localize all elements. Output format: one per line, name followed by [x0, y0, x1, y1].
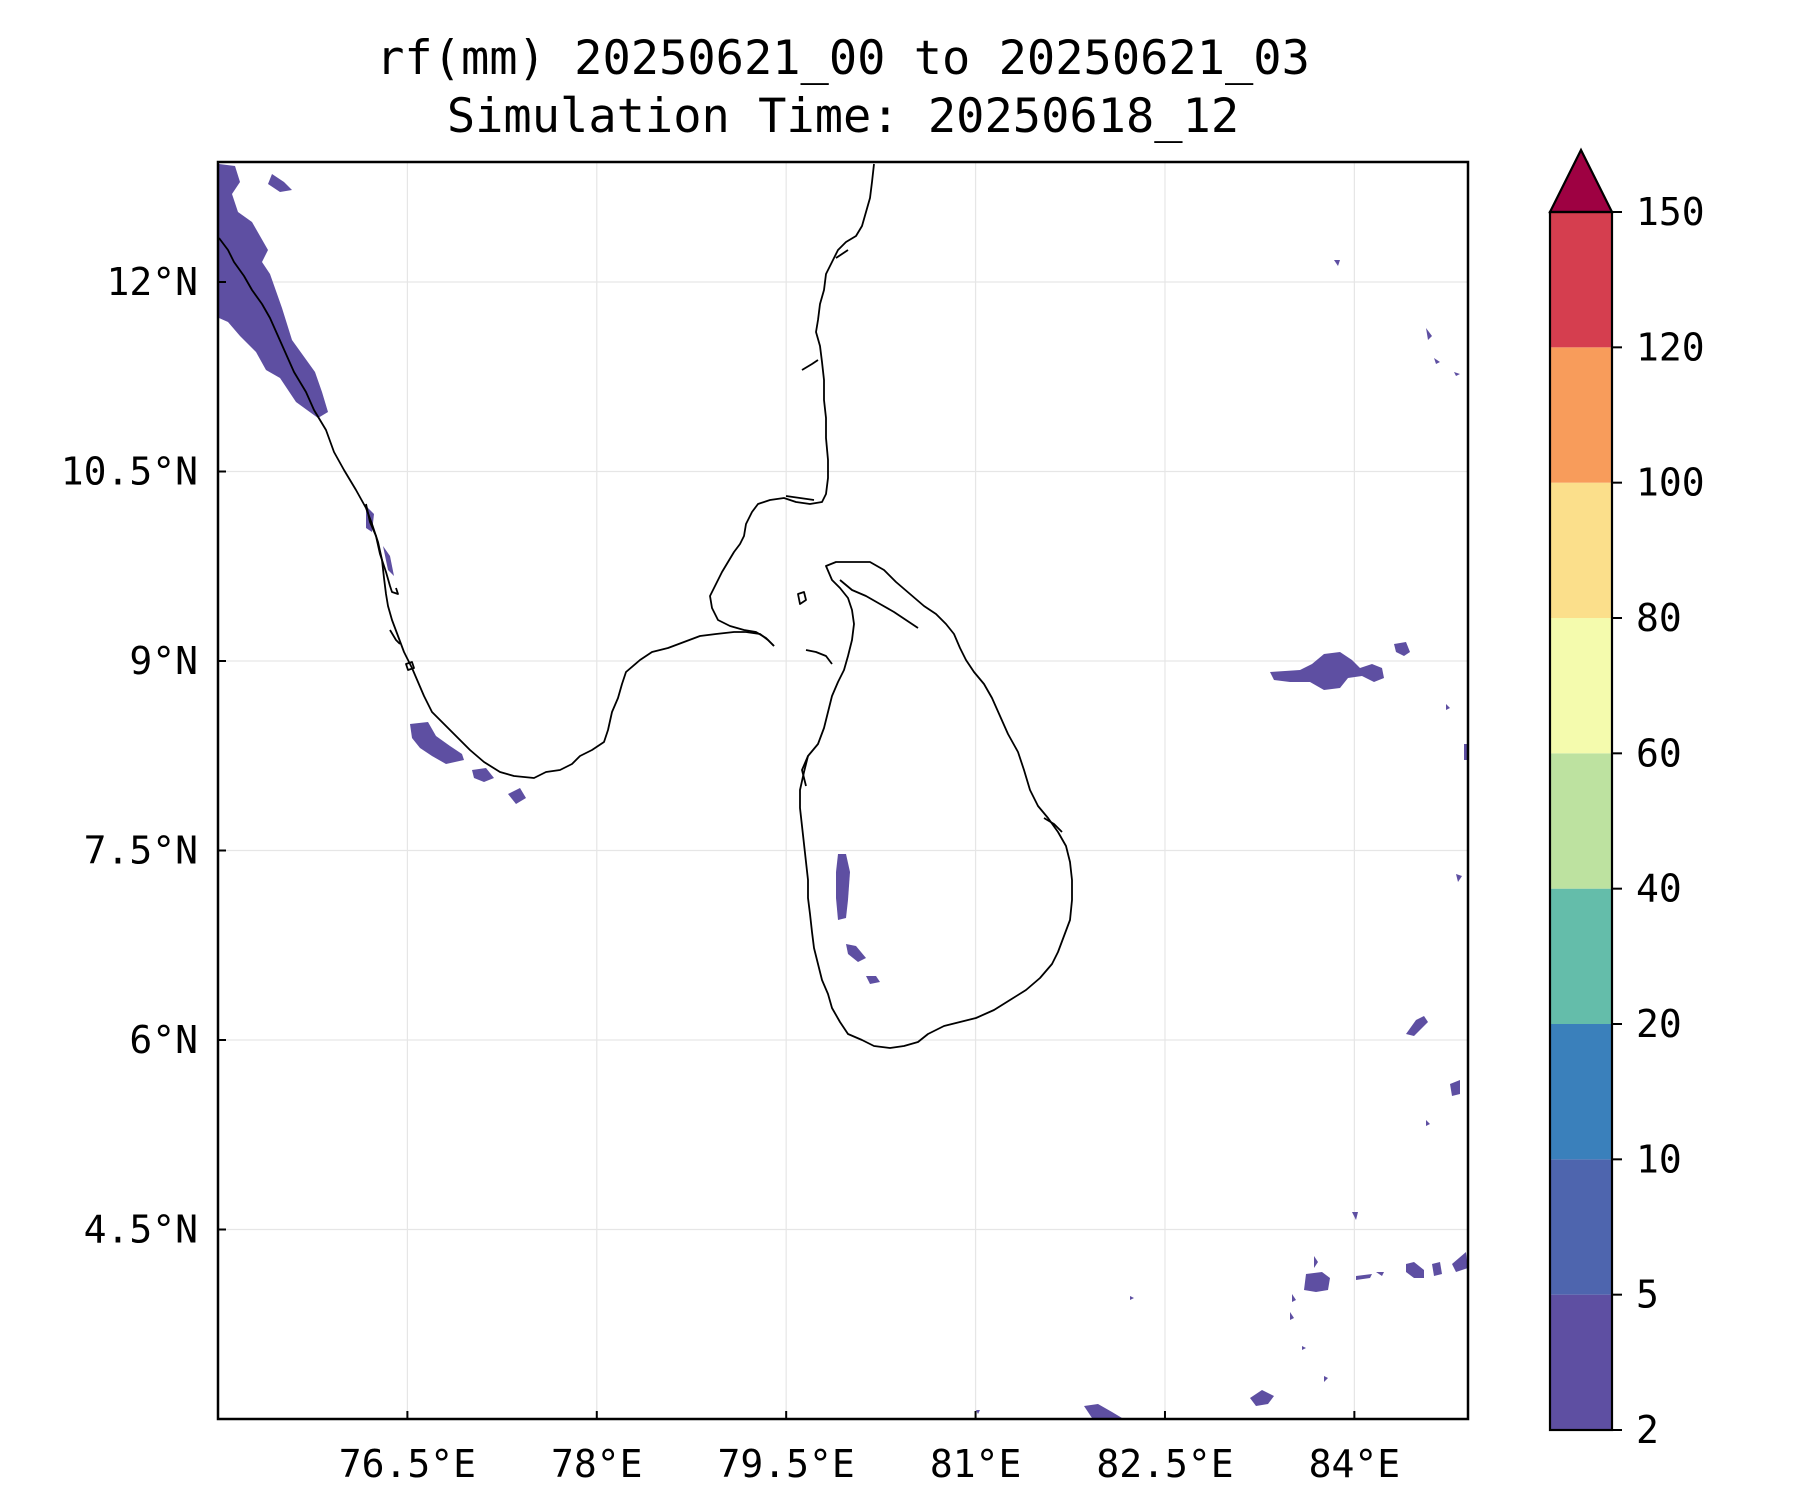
y-tick-label: 12°N: [106, 260, 198, 304]
colorbar-tick-label: 100: [1636, 461, 1705, 505]
india-coastline: [218, 237, 775, 779]
srilanka-jaffna-lagoon: [839, 579, 919, 629]
x-tick-label: 79.5°E: [718, 1442, 855, 1486]
rain-patch-bottom: [1084, 1404, 1122, 1418]
rain-dot-1: [1334, 260, 1340, 266]
colorbar-segment: [1550, 347, 1612, 483]
rain-patch-se-6: [1452, 1252, 1468, 1272]
colorbar-tick-label: 10: [1636, 1137, 1682, 1181]
x-axis: 76.5°E 78°E 79.5°E 81°E 82.5°E 84°E: [339, 1411, 1400, 1486]
colorbar-segment: [1550, 212, 1612, 348]
colorbar-tick-label: 2: [1636, 1408, 1659, 1452]
colorbar-tick-label: 40: [1636, 867, 1682, 911]
india-island-1: [405, 661, 415, 671]
x-tick-label: 76.5°E: [339, 1442, 476, 1486]
srilanka-mannar: [805, 649, 833, 665]
y-axis: 12°N 10.5°N 9°N 7.5°N 6°N 4.5°N: [61, 260, 226, 1252]
colorbar-segment: [1550, 1024, 1612, 1160]
x-tick-label: 84°E: [1309, 1442, 1401, 1486]
colorbar-frame: [1548, 210, 1614, 1432]
colorbar-extend-max: [1548, 147, 1614, 214]
map-plot-area: [216, 160, 1470, 1421]
rain-patch-tip-3: [508, 788, 526, 804]
rain-patch-se-4: [1406, 1262, 1424, 1278]
rain-dot-15: [1130, 1296, 1134, 1300]
india-inlet-2: [801, 359, 819, 371]
rain-dot-3: [1434, 358, 1440, 364]
rain-patch-se-7: [1250, 1390, 1274, 1406]
rain-patch-srilanka-1: [836, 854, 850, 920]
rain-dot-14: [1376, 1272, 1384, 1276]
y-tick-label: 9°N: [129, 639, 198, 683]
srilanka-east-inlet: [1043, 817, 1063, 833]
rain-dot-18: [976, 1410, 980, 1414]
colorbar-tick-label: 120: [1636, 325, 1705, 369]
rain-patch-small-west-1: [268, 174, 292, 192]
rain-dot-12: [1290, 1312, 1294, 1320]
rain-dot-5: [1446, 704, 1450, 710]
srilanka-island-1: [797, 591, 807, 605]
rain-patch-west-coast: [219, 164, 328, 418]
srilanka-puttalam: [801, 755, 809, 787]
rain-dot-13: [1356, 1274, 1372, 1280]
map-background: [218, 162, 1468, 1419]
gridlines: [218, 162, 1468, 1419]
rain-patch-small-west-3: [383, 546, 394, 576]
rain-dot-8: [1426, 1120, 1430, 1126]
rain-patch-srilanka-3: [866, 976, 880, 984]
colorbar-segment: [1550, 1294, 1612, 1430]
rain-dot-11: [1292, 1294, 1296, 1302]
y-tick-label: 6°N: [129, 1018, 198, 1062]
y-tick-label: 10.5°N: [61, 450, 198, 494]
india-backwater-2: [389, 629, 401, 645]
india-inlet-3: [835, 249, 849, 259]
india-east-coastline: [709, 163, 875, 647]
india-inlet-1: [785, 495, 815, 501]
rain-patch-tip-1: [410, 722, 464, 764]
rain-dot-9: [1352, 1212, 1358, 1220]
rain-dot-16: [1302, 1346, 1306, 1350]
rain-dot-17: [1324, 1376, 1328, 1382]
x-tick-label: 81°E: [930, 1442, 1022, 1486]
y-tick-label: 4.5°N: [84, 1208, 198, 1252]
rain-patch-se-3: [1304, 1272, 1330, 1292]
colorbar-tick-label: 80: [1636, 596, 1682, 640]
x-tick-label: 78°E: [551, 1442, 643, 1486]
rain-patch-se-5: [1432, 1262, 1442, 1276]
y-tick-label: 7.5°N: [84, 829, 198, 873]
colorbar-tick-label: 60: [1636, 731, 1682, 775]
colorbar-segment: [1550, 753, 1612, 889]
colorbar-segment: [1550, 482, 1612, 618]
title-line-2: Simulation Time: 20250618_12: [446, 89, 1240, 144]
title-line-1: rf(mm) 20250621_00 to 20250621_03: [376, 31, 1310, 86]
rainfall-contours: [219, 164, 1468, 1418]
india-backwater-1: [365, 503, 399, 595]
rain-patch-east-9n-b: [1394, 642, 1410, 656]
colorbar-tick-label: 5: [1636, 1273, 1659, 1317]
rain-patch-east-9n: [1270, 652, 1384, 690]
rain-patch-se-1: [1406, 1016, 1428, 1036]
colorbar-tick-label: 150: [1636, 190, 1705, 234]
rain-dot-10: [1314, 1256, 1318, 1268]
coastlines: [218, 163, 1073, 1049]
colorbar-segment: [1550, 1159, 1612, 1295]
srilanka-coastline: [799, 561, 1073, 1049]
rain-dot-7: [1456, 874, 1462, 882]
rain-patch-se-2: [1450, 1080, 1460, 1096]
rain-patch-srilanka-2: [846, 944, 866, 962]
colorbar-segment: [1550, 618, 1612, 754]
x-tick-label: 82.5°E: [1096, 1442, 1233, 1486]
map-title: rf(mm) 20250621_00 to 20250621_03 Simula…: [218, 30, 1468, 146]
colorbar-tick-label: 20: [1636, 1002, 1682, 1046]
rain-dot-2: [1426, 328, 1432, 340]
colorbar-segment: [1550, 888, 1612, 1024]
map-frame: [216, 160, 1470, 1421]
rain-dot-4: [1454, 372, 1460, 376]
colorbar: 2 5 10 20 40 60 80 100 120 150: [1548, 147, 1705, 1452]
rain-patch-tip-2: [472, 768, 494, 782]
